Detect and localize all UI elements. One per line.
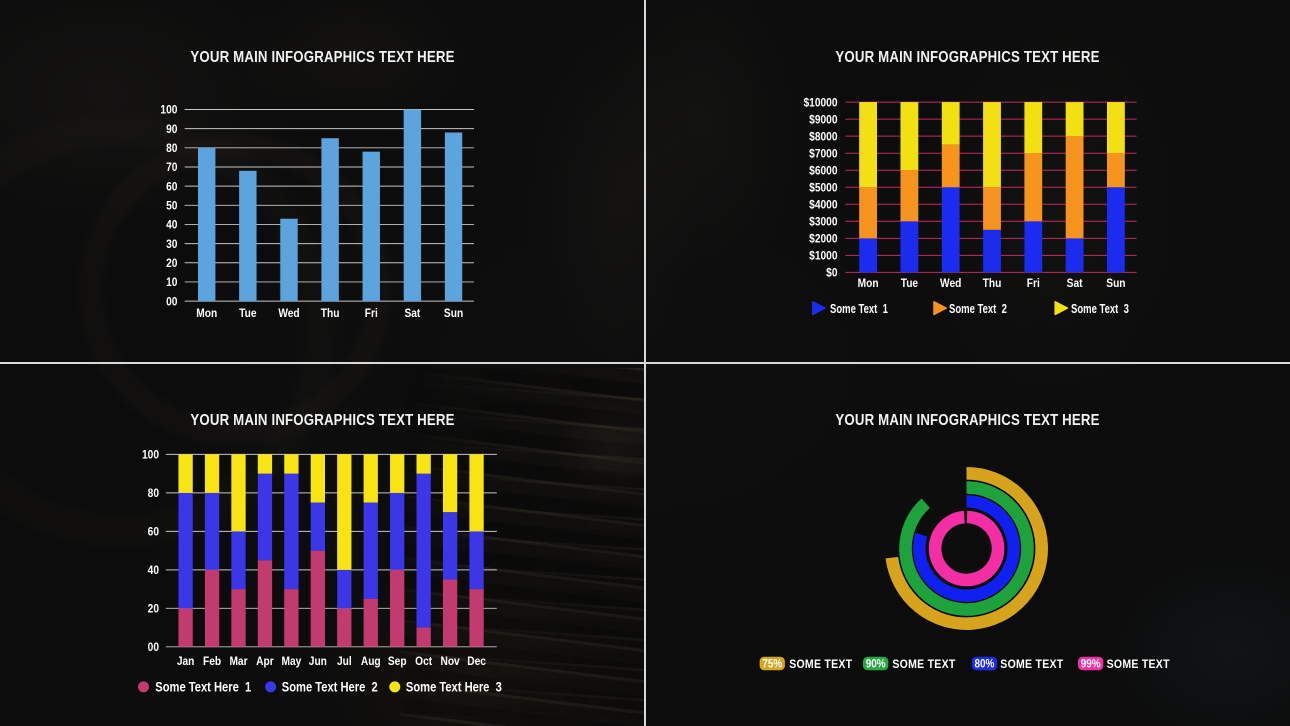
svg-text:100: 100	[160, 104, 177, 117]
svg-text:Thu: Thu	[983, 277, 1002, 290]
svg-text:YOUR MAIN INFOGRAPHICS TEXT HE: YOUR MAIN INFOGRAPHICS TEXT HERE	[835, 49, 1099, 66]
svg-text:40: 40	[148, 564, 159, 577]
svg-text:00: 00	[148, 641, 159, 654]
svg-text:YOUR MAIN INFOGRAPHICS TEXT HE: YOUR MAIN INFOGRAPHICS TEXT HERE	[190, 412, 454, 429]
svg-text:Fri: Fri	[1027, 277, 1040, 290]
svg-text:Mon: Mon	[858, 277, 879, 290]
svg-text:75%: 75%	[762, 658, 782, 671]
svg-text:$3000: $3000	[809, 216, 837, 229]
svg-text:70: 70	[166, 161, 177, 174]
svg-text:Aug: Aug	[361, 655, 381, 668]
svg-text:$8000: $8000	[809, 131, 837, 144]
svg-text:$6000: $6000	[809, 165, 837, 178]
svg-text:Some Text 1: Some Text 1	[830, 303, 888, 317]
svg-text:Jun: Jun	[309, 655, 327, 668]
svg-text:SOME TEXT: SOME TEXT	[1107, 658, 1170, 671]
svg-text:80: 80	[148, 487, 159, 500]
svg-text:Wed: Wed	[940, 277, 962, 290]
svg-text:Mar: Mar	[229, 655, 248, 668]
svg-text:Jan: Jan	[177, 655, 195, 668]
svg-text:$9000: $9000	[809, 114, 837, 127]
svg-text:Feb: Feb	[203, 655, 221, 668]
svg-text:80%: 80%	[975, 658, 995, 671]
svg-text:00: 00	[166, 296, 177, 309]
svg-text:$4000: $4000	[809, 199, 837, 212]
svg-text:Nov: Nov	[440, 655, 460, 668]
svg-text:Jul: Jul	[337, 655, 352, 668]
svg-text:Wed: Wed	[278, 307, 300, 320]
svg-text:$5000: $5000	[809, 182, 837, 195]
svg-text:Some Text 2: Some Text 2	[949, 303, 1007, 317]
svg-text:$7000: $7000	[809, 148, 837, 161]
svg-text:SOME TEXT: SOME TEXT	[789, 658, 852, 671]
svg-text:$0: $0	[826, 267, 837, 280]
svg-text:80: 80	[166, 142, 177, 155]
svg-text:20: 20	[148, 603, 159, 616]
svg-text:SOME TEXT: SOME TEXT	[1000, 658, 1063, 671]
svg-text:Some Text 3: Some Text 3	[1071, 303, 1129, 317]
svg-text:SOME TEXT: SOME TEXT	[892, 658, 955, 671]
svg-text:Mon: Mon	[196, 307, 217, 320]
svg-text:Dec: Dec	[467, 655, 486, 668]
svg-text:10: 10	[166, 276, 177, 289]
svg-text:90: 90	[166, 123, 177, 136]
svg-text:100: 100	[142, 449, 159, 462]
svg-text:Sat: Sat	[1067, 277, 1083, 290]
svg-text:Sep: Sep	[388, 655, 407, 668]
svg-text:99%: 99%	[1081, 658, 1101, 671]
svg-text:$1000: $1000	[809, 250, 837, 263]
svg-text:Oct: Oct	[415, 655, 432, 668]
svg-text:60: 60	[166, 181, 177, 194]
svg-text:$2000: $2000	[809, 233, 837, 246]
svg-text:40: 40	[166, 219, 177, 232]
svg-text:$10000: $10000	[803, 97, 837, 110]
svg-text:Some Text Here 2: Some Text Here 2	[282, 679, 378, 694]
svg-text:Fri: Fri	[365, 307, 378, 320]
svg-text:Apr: Apr	[256, 655, 274, 668]
svg-text:Tue: Tue	[901, 277, 918, 290]
svg-text:Tue: Tue	[239, 307, 256, 320]
svg-text:20: 20	[166, 257, 177, 270]
svg-text:Sun: Sun	[444, 307, 463, 320]
svg-text:60: 60	[148, 526, 159, 539]
svg-text:50: 50	[166, 200, 177, 213]
svg-text:May: May	[281, 655, 302, 668]
svg-text:Sun: Sun	[1106, 277, 1125, 290]
svg-text:Some Text Here 1: Some Text Here 1	[155, 679, 251, 694]
svg-text:Some Text Here 3: Some Text Here 3	[406, 679, 502, 694]
svg-text:Sat: Sat	[404, 307, 420, 320]
svg-text:Thu: Thu	[321, 307, 340, 320]
svg-text:90%: 90%	[866, 658, 886, 671]
svg-text:YOUR MAIN INFOGRAPHICS TEXT HE: YOUR MAIN INFOGRAPHICS TEXT HERE	[835, 412, 1099, 429]
svg-text:YOUR MAIN INFOGRAPHICS TEXT HE: YOUR MAIN INFOGRAPHICS TEXT HERE	[190, 49, 454, 66]
svg-text:30: 30	[166, 238, 177, 251]
